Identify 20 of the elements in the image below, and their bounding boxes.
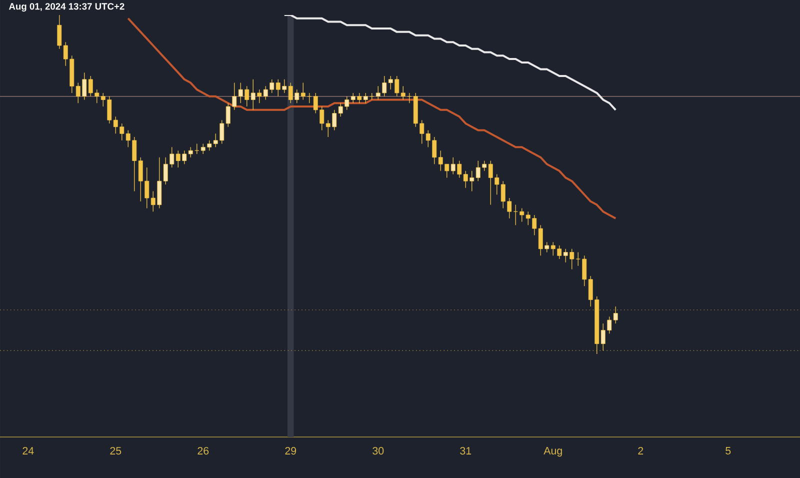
x-tick-label: 2	[638, 447, 644, 454]
candlestick	[613, 306, 618, 324]
x-tick-label: 24	[22, 447, 34, 454]
x-tick-label: 31	[460, 447, 472, 455]
x-tick-label: 25	[110, 447, 122, 455]
candlestick	[188, 146, 193, 158]
candlestick	[57, 14, 62, 50]
x-tick-label: Aug	[544, 447, 562, 457]
x-tick-label: 30	[372, 447, 384, 455]
candlestick	[363, 92, 368, 104]
x-tick-label: 29	[285, 447, 296, 455]
x-tick-label: 5	[726, 447, 731, 454]
x-tick-label: 26	[198, 447, 209, 455]
candlestick	[582, 255, 587, 286]
candlestick	[194, 143, 200, 154]
candlestick	[520, 208, 524, 222]
candlestick	[400, 86, 406, 100]
text: Aug 01, 2024 13:37 UTC+2	[8, 3, 124, 12]
candlestick	[300, 82, 306, 100]
candlestick	[576, 252, 580, 266]
